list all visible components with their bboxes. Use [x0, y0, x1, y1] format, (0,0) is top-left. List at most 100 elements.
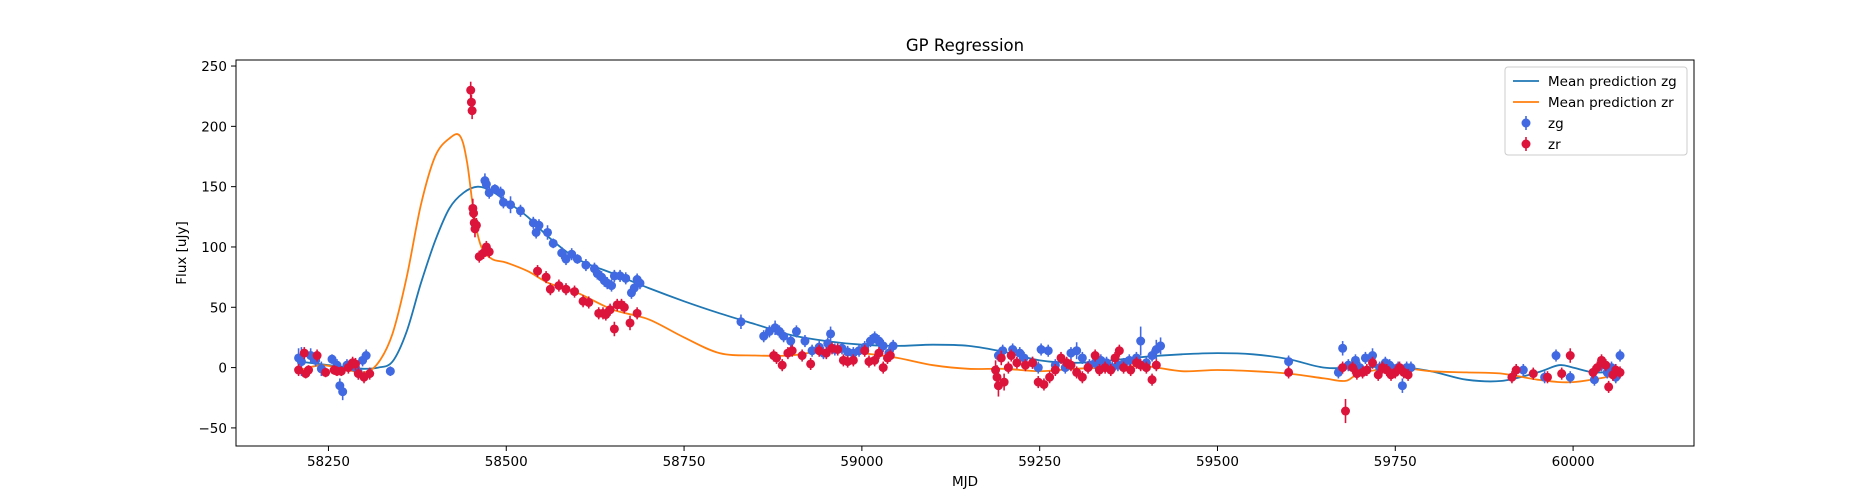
legend-item-mean-zr: Mean prediction zr — [1513, 95, 1674, 111]
point-zr — [619, 302, 629, 312]
point-zg — [826, 329, 836, 339]
point-zr — [1039, 379, 1049, 389]
point-zr — [1147, 375, 1157, 385]
point-zr — [1338, 363, 1348, 373]
point-zr — [570, 287, 580, 297]
y-tick-label: 200 — [201, 119, 227, 135]
point-zr — [625, 318, 635, 328]
legend-marker-swatch — [1521, 118, 1531, 128]
point-zr — [797, 351, 807, 361]
point-zr — [584, 297, 594, 307]
point-zr — [1106, 365, 1116, 375]
point-zr — [554, 281, 564, 291]
point-zr — [1114, 346, 1124, 356]
point-zr — [1083, 363, 1093, 373]
point-zg — [1156, 341, 1166, 351]
point-zg — [800, 336, 810, 346]
point-zr — [321, 367, 331, 377]
point-zr — [1341, 406, 1351, 416]
point-zr — [1368, 358, 1378, 368]
y-tick-label: 50 — [210, 300, 227, 316]
point-zr — [1373, 370, 1383, 380]
point-zr — [1110, 353, 1120, 363]
point-zr — [365, 369, 375, 379]
point-zg — [1124, 355, 1134, 365]
point-zr — [833, 345, 843, 354]
point-zr — [1403, 370, 1413, 380]
point-zg — [807, 346, 817, 356]
point-zr — [874, 348, 884, 358]
point-zr — [1077, 372, 1087, 382]
point-zg — [1019, 353, 1029, 363]
x-tick-label: 60000 — [1552, 454, 1595, 470]
point-zg — [1077, 353, 1087, 363]
point-zg — [878, 341, 888, 351]
point-zg — [543, 227, 553, 237]
point-zr — [632, 308, 642, 318]
point-zg — [998, 346, 1008, 356]
point-zg — [338, 387, 348, 397]
point-zg — [361, 351, 371, 361]
point-zg — [1136, 336, 1146, 346]
point-zr — [336, 366, 346, 376]
legend-item-zr: zr — [1521, 137, 1561, 153]
y-tick-label: 0 — [218, 361, 227, 377]
point-zr — [471, 220, 481, 230]
point-zr — [1615, 367, 1625, 377]
point-zr — [996, 353, 1006, 363]
point-zg — [1072, 346, 1082, 356]
x-tick-label: 59250 — [1018, 454, 1061, 470]
point-zr — [787, 346, 797, 356]
point-zr — [304, 365, 314, 375]
point-zr — [860, 346, 870, 356]
point-zg — [327, 354, 337, 364]
legend: Mean prediction zg Mean prediction zr zg zr — [1504, 66, 1688, 156]
x-tick-label: 59750 — [1374, 454, 1417, 470]
point-zr — [1050, 365, 1060, 375]
point-zg — [385, 366, 395, 376]
point-zr — [1141, 363, 1151, 373]
point-zr — [533, 266, 543, 276]
point-zr — [1020, 360, 1030, 370]
point-zr — [1604, 382, 1614, 392]
x-tick-label: 58250 — [307, 454, 350, 470]
point-zr — [814, 346, 824, 356]
x-tick-label: 59000 — [840, 454, 883, 470]
point-zr — [992, 372, 1002, 382]
point-zg — [481, 179, 491, 189]
x-tick-label: 58500 — [485, 454, 528, 470]
point-zr — [1045, 372, 1055, 382]
point-zr — [806, 359, 816, 369]
point-zg — [736, 317, 746, 327]
point-zg — [515, 206, 525, 216]
point-zr — [1557, 369, 1567, 379]
point-zr — [1090, 351, 1100, 361]
point-zg — [1284, 357, 1294, 367]
point-zg — [296, 357, 306, 367]
point-zr — [1028, 358, 1038, 368]
x-axis: 58250 58500 58750 59000 59250 59500 59750 60000 — [307, 446, 1595, 470]
point-zg — [1589, 375, 1599, 385]
point-zr — [777, 360, 787, 370]
point-zr — [350, 359, 360, 369]
point-zr — [299, 348, 309, 358]
point-zr — [1507, 372, 1517, 382]
point-zr — [294, 365, 304, 375]
point-zg — [1565, 372, 1575, 382]
point-zr — [545, 284, 555, 294]
series-zr — [294, 81, 1625, 424]
series-zg — [294, 173, 1625, 401]
legend-box — [1504, 66, 1688, 156]
plot-frame — [235, 59, 1695, 447]
x-tick-label: 58750 — [663, 454, 706, 470]
y-tick-label: 250 — [201, 59, 227, 75]
point-zr — [870, 355, 880, 365]
point-zr — [467, 106, 477, 116]
y-tick-label: −50 — [199, 421, 228, 437]
point-zg — [581, 260, 591, 270]
point-zr — [1542, 372, 1552, 382]
point-zr — [999, 377, 1009, 387]
y-axis: −50 0 50 100 150 200 250 — [199, 59, 236, 437]
point-zr — [1006, 351, 1016, 361]
